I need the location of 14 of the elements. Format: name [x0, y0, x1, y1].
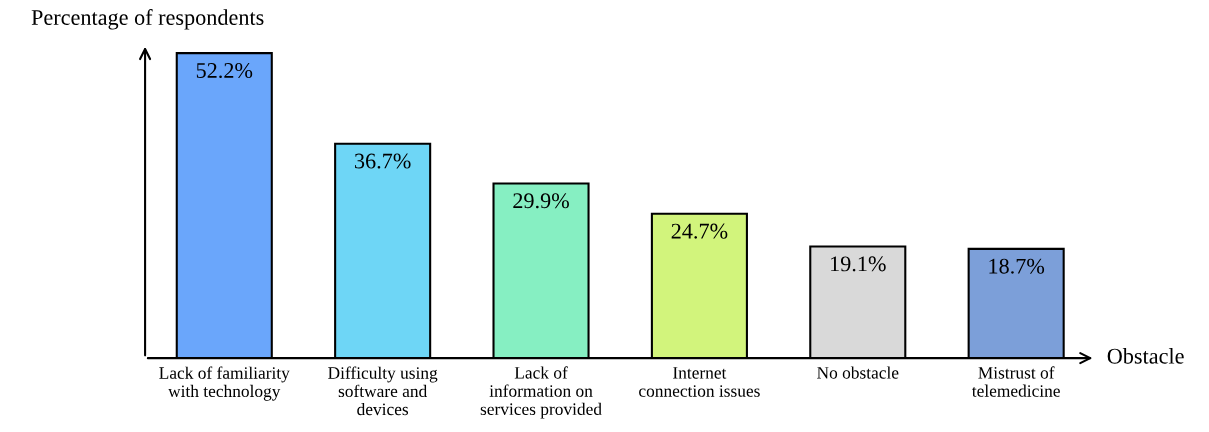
data-label: 18.7% — [989, 258, 1045, 274]
x-tick-label: Lack of information on services provided — [480, 366, 602, 419]
x-tick-label: No obstacle — [817, 366, 899, 379]
data-label: 36.7% — [355, 153, 411, 169]
y-axis-title: Percentage of respondents — [31, 9, 264, 30]
x-tick-label: Lack of familiarity with technology — [159, 366, 290, 401]
data-label: 19.1% — [831, 256, 886, 272]
x-tick-label: Difficulty using software and devices — [328, 366, 438, 416]
data-label: 24.7% — [671, 223, 728, 239]
x-axis-title: Obstacle — [1107, 348, 1184, 364]
data-label: 29.9% — [513, 193, 569, 209]
x-tick-label: Internet connection issues — [639, 367, 760, 397]
data-label: 52.2% — [196, 62, 253, 79]
x-tick-label: Mistrust of telemedicine — [971, 366, 1060, 397]
